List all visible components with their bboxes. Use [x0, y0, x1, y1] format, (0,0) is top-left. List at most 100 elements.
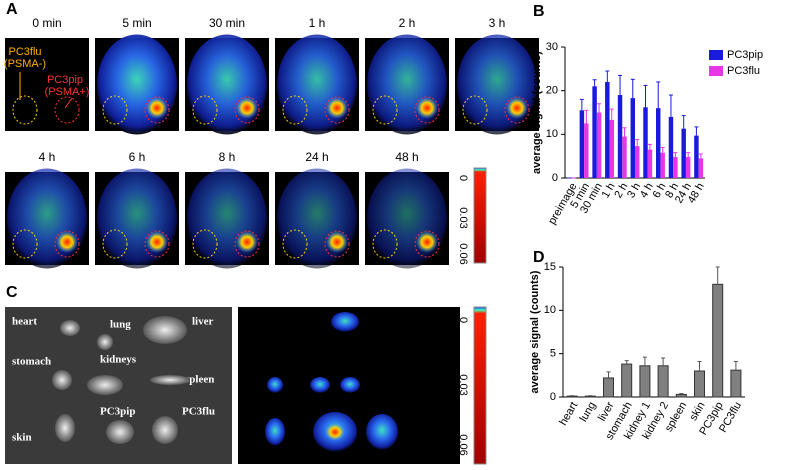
tumor-signal [236, 231, 258, 253]
organ-label: liver [192, 316, 213, 328]
bar [694, 135, 699, 178]
bar [566, 395, 578, 398]
mouse-body [187, 34, 267, 135]
time-label: 30 min [209, 16, 245, 30]
y-axis-label: average signal (counts) [529, 270, 541, 393]
organ-label: heart [12, 316, 37, 328]
y-tick-label: 0 [550, 391, 556, 403]
organ-label: skin [12, 432, 32, 444]
organ [150, 375, 190, 385]
time-label: 0 min [32, 16, 61, 30]
organ-signal [267, 377, 283, 393]
colorbar-label: 0.03 [457, 374, 469, 395]
roi-flu [372, 229, 398, 259]
mouse-body [367, 168, 447, 269]
bar [605, 81, 610, 178]
y-axis-label: average signal (counts) [531, 51, 543, 174]
legend-swatch [709, 66, 723, 76]
mouse-body [97, 34, 177, 135]
bar [596, 112, 602, 178]
bar [656, 108, 661, 178]
colorbar-label: 0.06 [457, 434, 469, 455]
bar [660, 152, 665, 178]
roi-flu [192, 229, 218, 259]
annotation: PC3pip [47, 74, 83, 86]
y-tick-label: 30 [546, 41, 558, 53]
legend-label: PC3flu [727, 65, 760, 77]
organ [152, 416, 178, 444]
tumor-signal [416, 231, 438, 253]
roi-pip [144, 230, 170, 258]
bar [592, 86, 597, 178]
bar [579, 110, 585, 178]
roi-pip [234, 96, 260, 124]
mouse-image [5, 38, 89, 131]
panel-label: D [533, 249, 545, 266]
roi-pip [54, 96, 80, 124]
organ-signal [265, 418, 285, 446]
time-label: 3 h [489, 16, 506, 30]
legend-swatch [709, 50, 723, 60]
time-label: 2 h [399, 16, 416, 30]
legend-label: PC3pip [727, 49, 763, 61]
bar [681, 128, 686, 178]
bar [630, 98, 635, 178]
organ-signal [310, 377, 330, 393]
roi-pip [414, 230, 440, 258]
colorbar [473, 167, 487, 264]
tumor-signal [326, 97, 348, 119]
bar [643, 107, 648, 178]
organ-signal [366, 414, 398, 450]
roi-pip [414, 96, 440, 124]
organ [87, 375, 123, 395]
bar [622, 136, 627, 178]
time-label: 1 h [309, 16, 326, 30]
organ-signal [340, 377, 360, 393]
panel-label: C [6, 284, 18, 301]
organ-signal [331, 312, 359, 332]
time-label: 5 min [122, 16, 151, 30]
mouse-body [277, 34, 357, 135]
tumor-signal [506, 97, 528, 119]
roi-flu [12, 229, 38, 259]
organ [97, 334, 113, 350]
y-tick-label: 15 [544, 261, 556, 273]
mouse-body [457, 34, 537, 135]
bar [657, 365, 669, 398]
organ [52, 370, 72, 390]
bar [584, 395, 596, 398]
mouse-body [7, 168, 87, 269]
roi-flu [102, 95, 128, 125]
time-label: 4 h [39, 150, 56, 164]
y-tick-label: 0 [552, 172, 558, 184]
bar [603, 377, 614, 398]
x-tick-label: lung [578, 400, 599, 424]
time-label: 48 h [395, 150, 418, 164]
organ-label: PC3pip [100, 406, 135, 418]
bar [730, 369, 742, 398]
mouse-body [277, 168, 357, 269]
roi-flu [192, 95, 218, 125]
organ-label: kidneys [100, 354, 137, 366]
colorbar [473, 306, 487, 465]
roi-pip [54, 230, 80, 258]
organ [106, 420, 134, 444]
roi-flu [12, 95, 38, 125]
colorbar-label: 0.03 [457, 207, 469, 228]
mouse-body [97, 168, 177, 269]
organ [143, 316, 187, 344]
time-label: 24 h [305, 150, 328, 164]
annotation: PC3flu [8, 46, 41, 58]
tumor-signal [416, 97, 438, 119]
bar [712, 283, 724, 398]
panel-label: B [533, 3, 545, 20]
panel-label: A [6, 1, 18, 18]
tumor-signal [326, 231, 348, 253]
bar [668, 116, 674, 178]
roi-flu [282, 95, 308, 125]
bar [584, 123, 589, 178]
roi-pip [144, 96, 170, 124]
mouse-body [367, 34, 447, 135]
y-tick-label: 10 [544, 304, 556, 316]
organ-label: PC3flu [182, 406, 215, 418]
